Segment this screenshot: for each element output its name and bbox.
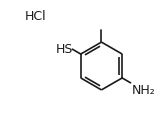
Text: NH₂: NH₂ [132,84,156,97]
Text: HCl: HCl [25,10,46,23]
Text: HS: HS [56,43,73,56]
